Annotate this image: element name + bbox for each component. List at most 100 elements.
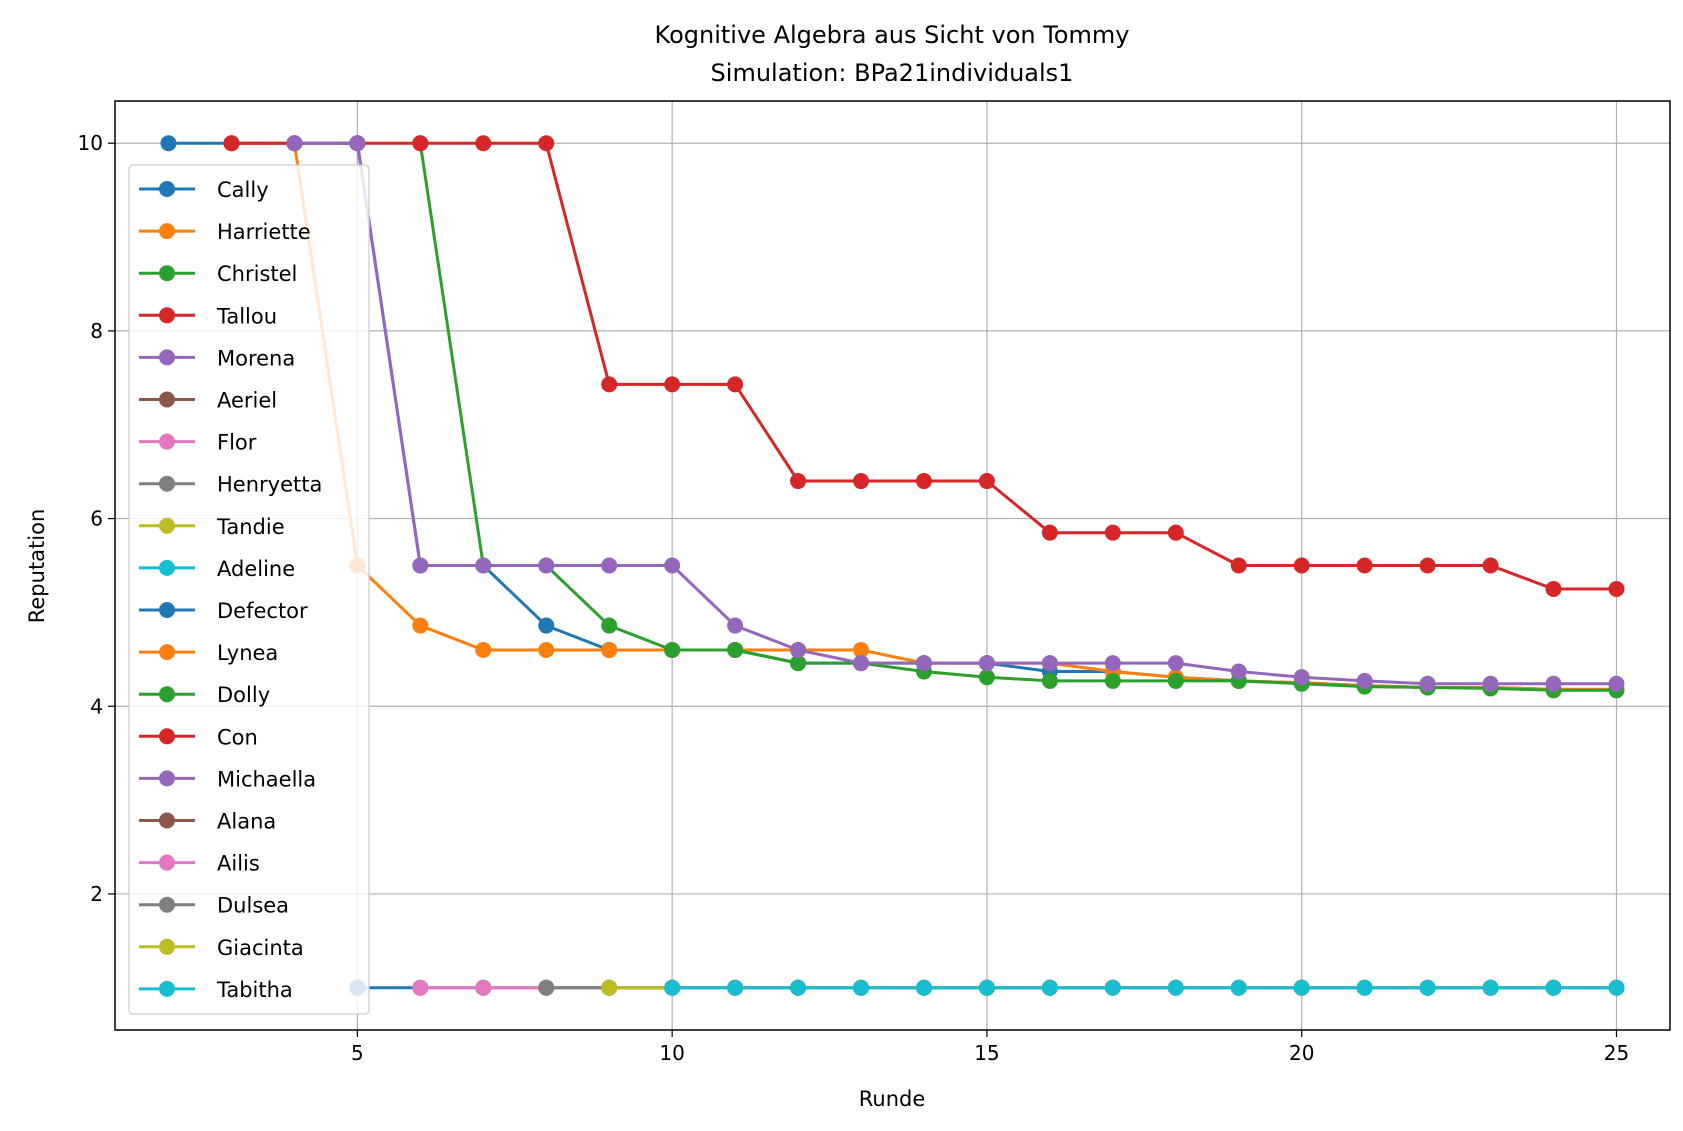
data-point [475, 557, 492, 574]
data-point [1545, 675, 1562, 692]
legend-label: Morena [217, 346, 295, 370]
x-tick-label: 20 [1289, 1041, 1314, 1065]
data-point [223, 135, 240, 152]
legend-label: Aeriel [217, 389, 277, 413]
chart-title: Kognitive Algebra aus Sicht von Tommy [655, 21, 1130, 49]
data-point [1356, 557, 1373, 574]
legend-item-dulsea: Dulsea [139, 894, 289, 918]
data-point [1293, 669, 1310, 686]
legend-item-tabitha: Tabitha [139, 978, 293, 1002]
legend-item-defector: Defector [139, 599, 308, 623]
series-christel [412, 135, 1625, 699]
legend-label: Con [217, 725, 258, 749]
legend-marker [159, 559, 175, 576]
axis-ticks: 5 10 15 20 25 2 4 6 8 10 [78, 131, 1630, 1065]
legend-item-giacinta: Giacinta [139, 936, 304, 960]
x-tick-label: 5 [351, 1041, 364, 1065]
legend-marker [159, 980, 175, 997]
legend-label: Michaella [217, 767, 316, 791]
y-tick-label: 6 [90, 507, 103, 531]
data-point [915, 473, 932, 490]
data-point [1545, 979, 1562, 996]
legend-marker [159, 475, 175, 492]
chart-subtitle: Simulation: BPa21individuals1 [711, 59, 1074, 87]
data-point [1230, 979, 1247, 996]
legend-marker [159, 896, 175, 913]
legend-marker [159, 854, 175, 871]
data-point [1608, 580, 1625, 597]
data-point [664, 557, 681, 574]
legend-label: Adeline [217, 557, 295, 581]
data-point [1167, 655, 1184, 672]
legend-marker [159, 644, 175, 661]
data-point [1545, 580, 1562, 597]
y-tick-label: 10 [78, 131, 103, 155]
data-point [1104, 655, 1121, 672]
data-point [601, 617, 618, 634]
x-tick-label: 10 [659, 1041, 684, 1065]
legend-item-aeriel: Aeriel [139, 389, 277, 413]
legend-label: Flor [217, 431, 257, 455]
legend-label: Dolly [217, 683, 270, 707]
legend-label: Alana [217, 810, 276, 834]
series-tallou [223, 135, 1625, 597]
series-line [231, 141, 1617, 691]
data-point [1356, 979, 1373, 996]
legend-box [128, 164, 370, 1015]
data-point [1104, 672, 1121, 689]
data-point [412, 617, 429, 634]
legend-marker [159, 223, 175, 240]
grid [115, 101, 1670, 1030]
legend-marker [159, 265, 175, 282]
data-point [1230, 557, 1247, 574]
legend-marker [159, 391, 175, 408]
legend-item-con: Con [139, 725, 258, 749]
y-tick-label: 4 [90, 694, 103, 718]
series-morena [286, 135, 1625, 692]
data-point [412, 557, 429, 574]
legend-item-tallou: Tallou [139, 304, 277, 328]
legend-label: Christel [217, 262, 297, 286]
data-point [286, 135, 303, 152]
legend-item-morena: Morena [139, 346, 295, 370]
data-point [1167, 524, 1184, 541]
plot-frame [114, 100, 1671, 1031]
data-point [915, 655, 932, 672]
data-point [915, 979, 932, 996]
legend-marker [159, 433, 175, 450]
data-point [601, 979, 618, 996]
legend-label: Harriette [217, 220, 311, 244]
data-point [727, 617, 744, 634]
series-line [231, 141, 1617, 591]
data-point [1104, 979, 1121, 996]
legend-label: Tallou [216, 304, 277, 328]
data-point [790, 979, 807, 996]
data-point [978, 473, 995, 490]
series-tabitha [664, 979, 1625, 996]
series-line [294, 141, 1617, 686]
data-point [475, 641, 492, 658]
x-tick-label: 25 [1604, 1041, 1629, 1065]
legend-item-flor: Flor [139, 431, 257, 455]
legend-item-alana: Alana [139, 810, 276, 834]
legend-label: Cally [217, 178, 269, 202]
data-point [1482, 675, 1499, 692]
data-point [412, 979, 429, 996]
data-point [790, 641, 807, 658]
data-point [412, 135, 429, 152]
data-point [1356, 672, 1373, 689]
plot-area [160, 135, 1625, 996]
legend: Cally Harriette Christel Tallou Morena Aeriel… [128, 164, 370, 1015]
data-point [1608, 979, 1625, 996]
data-point [790, 473, 807, 490]
legend-marker [159, 728, 175, 745]
legend-label: Tandie [216, 515, 285, 539]
legend-item-adeline: Adeline [139, 557, 295, 581]
legend-item-christel: Christel [139, 262, 297, 286]
data-point [1608, 675, 1625, 692]
data-point [664, 641, 681, 658]
series-cally [160, 135, 1625, 698]
data-point [538, 979, 555, 996]
data-point [1041, 655, 1058, 672]
legend-marker [159, 812, 175, 829]
